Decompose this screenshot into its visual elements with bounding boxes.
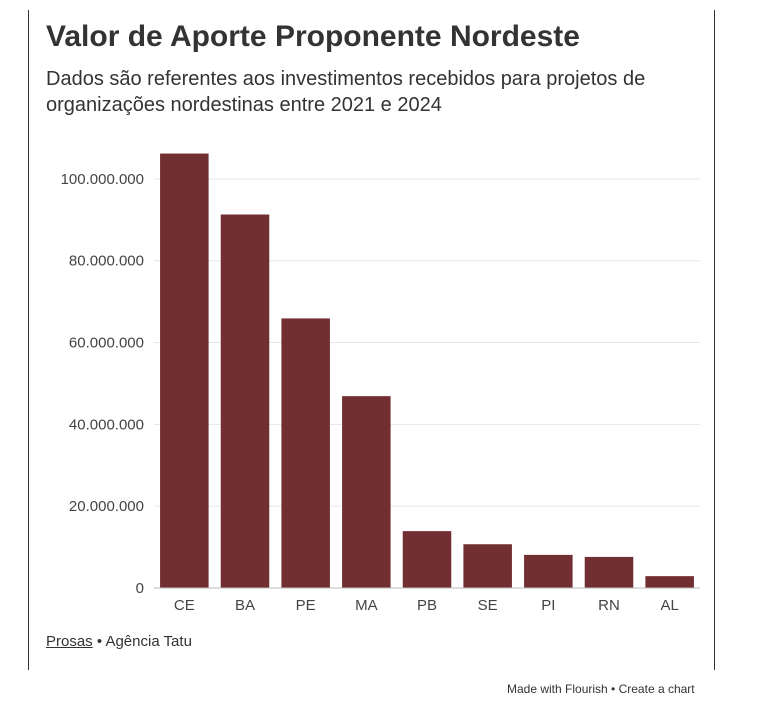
x-axis-ticks: CE BA PE MA PB SE PI RN AL [174, 597, 679, 614]
y-tick-label: 40.000.000 [69, 416, 144, 433]
bar-al[interactable] [645, 576, 694, 588]
flourish-credit: Made with Flourish • Create a chart [507, 682, 695, 696]
bar-pb[interactable] [402, 531, 452, 588]
credit-separator: • [607, 682, 619, 696]
y-tick-label: 80.000.000 [69, 253, 144, 270]
bar-ma[interactable] [342, 396, 391, 588]
x-tick-label-rn: RN [598, 597, 620, 614]
y-tick-label: 100.000.000 [61, 171, 144, 188]
source-link-prosas[interactable]: Prosas [46, 633, 93, 650]
frame-right-border [714, 10, 715, 670]
x-tick-label-pe: PE [296, 597, 316, 614]
y-tick-label: 60.000.000 [69, 335, 144, 352]
x-tick-label-ma: MA [355, 597, 378, 614]
bar-ba[interactable] [220, 214, 270, 589]
y-tick-label: 0 [136, 580, 144, 597]
y-axis-ticks: 0 20.000.000 40.000.000 60.000.000 80.000.00… [61, 171, 144, 597]
x-tick-label-ba: BA [235, 597, 255, 614]
chart-title: Valor de Aporte Proponente Nordeste [46, 20, 580, 53]
source-line: Prosas • Agência Tatu [46, 633, 192, 650]
bar-se[interactable] [463, 544, 512, 588]
source-separator: • [92, 633, 106, 650]
chart-subtitle: Dados são referentes aos investimentos r… [46, 68, 646, 116]
x-tick-label-al: AL [660, 597, 678, 614]
bar-rn[interactable] [584, 556, 634, 588]
y-tick-label: 20.000.000 [69, 498, 144, 515]
x-tick-label-ce: CE [174, 597, 195, 614]
create-chart-link[interactable]: Create a chart [618, 682, 695, 696]
bar-pe[interactable] [281, 318, 330, 588]
source-agencia-tatu: Agência Tatu [105, 633, 192, 650]
x-tick-label-pb: PB [417, 597, 437, 614]
x-tick-label-se: SE [478, 597, 498, 614]
x-tick-label-pi: PI [541, 597, 555, 614]
bars [160, 153, 694, 589]
bar-ce[interactable] [160, 153, 209, 588]
frame-left-border [28, 10, 29, 670]
made-with-flourish-link[interactable]: Made with Flourish [507, 682, 608, 696]
bar-pi[interactable] [524, 554, 573, 588]
